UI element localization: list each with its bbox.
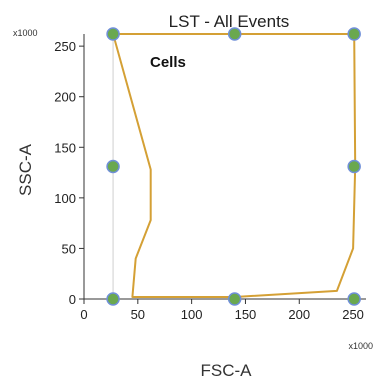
y-tick-label: 150: [54, 140, 76, 155]
x-tick-label: 250: [342, 307, 364, 322]
gate-handle[interactable]: [106, 27, 120, 41]
y-tick-label: 200: [54, 90, 76, 105]
y-tick-label: 0: [69, 292, 76, 307]
x-tick-label: 50: [131, 307, 145, 322]
x-axis-multiplier: x1000: [348, 341, 373, 351]
gate-polygon[interactable]: [112, 33, 357, 298]
y-axis-multiplier: x1000: [13, 28, 38, 38]
gate-label: Cells: [150, 54, 186, 71]
axes: 0 50 100 150 200 250 0 50 100 150 200 250: [54, 34, 366, 322]
y-tick-label: 250: [54, 39, 76, 54]
y-tick-label: 100: [54, 191, 76, 206]
x-tick-label: 0: [80, 307, 87, 322]
y-tick-label: 50: [62, 241, 76, 256]
gate-handle[interactable]: [106, 292, 120, 306]
gate-handle[interactable]: [106, 159, 120, 174]
x-axis-label: FSC-A: [201, 361, 253, 380]
gate-handle[interactable]: [347, 292, 361, 306]
gate-handle[interactable]: [347, 27, 361, 41]
gate-handle[interactable]: [227, 27, 242, 41]
x-tick-label: 100: [181, 307, 203, 322]
y-axis-label: SSC-A: [16, 143, 35, 196]
gate-handle[interactable]: [227, 292, 242, 306]
chart-title: LST - All Events: [169, 12, 290, 31]
gate-handle[interactable]: [347, 159, 361, 174]
x-tick-label: 200: [288, 307, 310, 322]
x-tick-label: 150: [235, 307, 257, 322]
gate-layer[interactable]: [106, 27, 361, 306]
